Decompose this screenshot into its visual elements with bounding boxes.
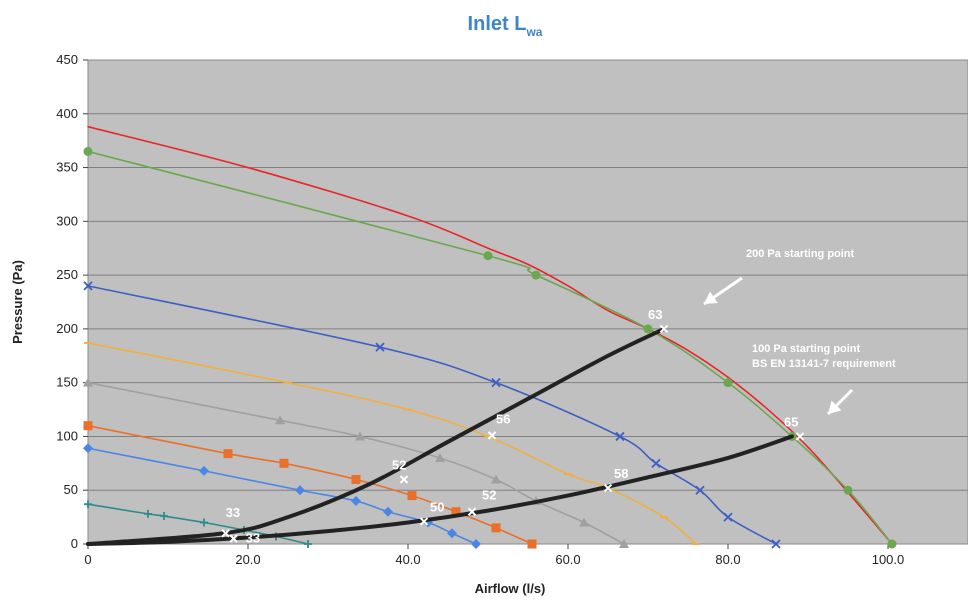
data-point (528, 540, 537, 549)
y-axis: 0 50 100 150 200 250 300 350 400 450 (56, 52, 88, 551)
y-tick-label: 300 (56, 213, 78, 228)
y-tick-label: 350 (56, 160, 78, 175)
data-label-text: 33 (226, 505, 240, 520)
data-label-text: 65 (784, 414, 798, 429)
data-point (644, 324, 653, 333)
data-point (84, 421, 93, 430)
x-tick-label: 80.0 (715, 552, 740, 567)
data-label-text: 63 (648, 307, 662, 322)
chart-title-subscript: wa (525, 25, 542, 39)
data-point (280, 459, 289, 468)
y-tick-label: 450 (56, 52, 78, 67)
y-tick-label: 400 (56, 106, 78, 121)
x-axis: 0 20.0 40.0 60.0 80.0 100.0 (84, 544, 904, 567)
data-point (84, 147, 93, 156)
x-axis-title: Airflow (l/s) (475, 581, 546, 596)
data-label-text: 52 (392, 457, 406, 472)
x-tick-label: 60.0 (555, 552, 580, 567)
data-label-text: 58 (614, 466, 628, 481)
data-point (888, 540, 897, 549)
x-tick-label: 0 (84, 552, 91, 567)
data-point (408, 491, 417, 500)
y-tick-label: 100 (56, 428, 78, 443)
x-tick-label: 40.0 (395, 552, 420, 567)
y-axis-title: Pressure (Pa) (10, 260, 25, 344)
annotation-text: 100 Pa starting point (752, 343, 861, 355)
y-tick-label: 0 (71, 536, 78, 551)
data-label-text: 56 (496, 411, 510, 426)
annotation-text: BS EN 13141-7 requirement (752, 358, 896, 370)
data-point (724, 378, 733, 387)
annotation-text: 200 Pa starting point (746, 248, 855, 260)
chart-title-main: Inlet L (468, 13, 527, 35)
y-tick-label: 200 (56, 321, 78, 336)
data-point (492, 523, 501, 532)
data-point (844, 486, 853, 495)
data-label-text: 50 (430, 499, 444, 514)
y-tick-label: 250 (56, 267, 78, 282)
data-point (484, 251, 493, 260)
plot-area (88, 60, 968, 544)
data-point (352, 475, 361, 484)
x-tick-label: 100.0 (872, 552, 905, 567)
data-label-text: 33 (246, 531, 260, 546)
x-tick-label: 20.0 (235, 552, 260, 567)
data-label-text: 52 (482, 488, 496, 503)
data-point (224, 449, 233, 458)
data-point (532, 271, 541, 280)
y-tick-label: 150 (56, 375, 78, 390)
y-tick-label: 50 (64, 482, 78, 497)
chart-title: Inlet Lwa (468, 13, 543, 39)
